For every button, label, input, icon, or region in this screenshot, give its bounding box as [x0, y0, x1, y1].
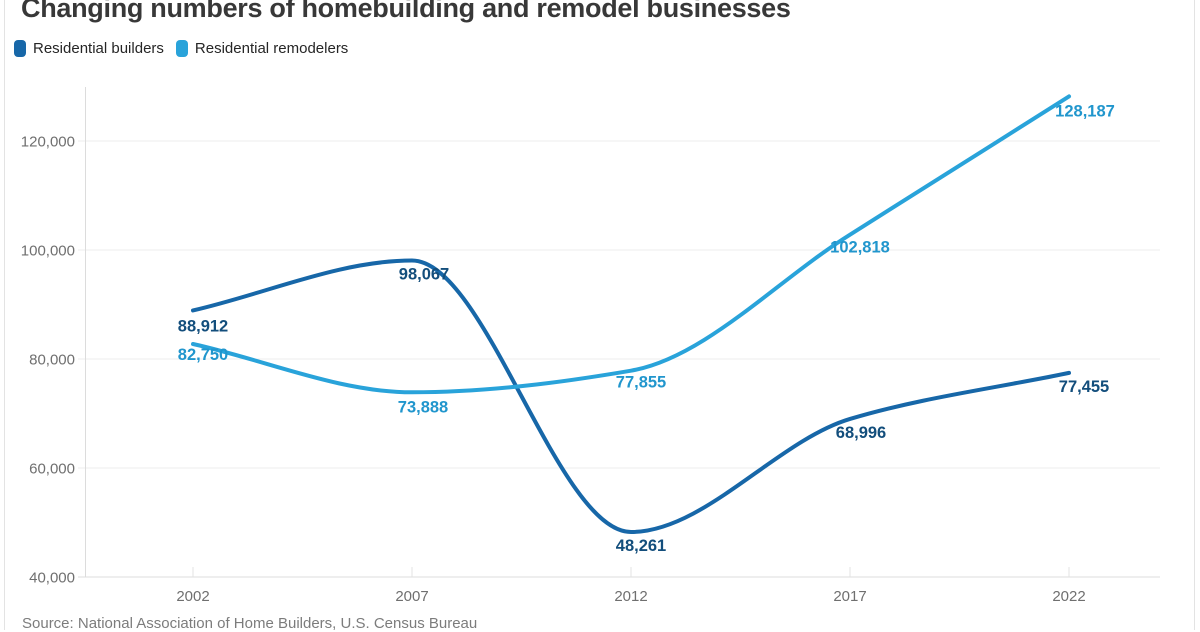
remodelers-data-label: 77,855 — [616, 374, 666, 392]
builders-data-label: 88,912 — [178, 317, 228, 335]
x-tick-label: 2007 — [395, 588, 428, 605]
y-tick-label: 120,000 — [21, 134, 75, 151]
builders-data-label: 98,067 — [399, 266, 449, 284]
y-tick-label: 60,000 — [29, 461, 75, 478]
y-tick-label: 40,000 — [29, 570, 75, 587]
x-tick-label: 2022 — [1052, 588, 1085, 605]
builders-line — [193, 261, 1069, 532]
x-tick-label: 2017 — [833, 588, 866, 605]
source-note: Source: National Association of Home Bui… — [22, 615, 477, 632]
builders-data-label: 48,261 — [616, 537, 666, 555]
remodelers-data-label: 82,750 — [178, 346, 228, 364]
y-tick-label: 100,000 — [21, 243, 75, 260]
remodelers-data-label: 73,888 — [398, 398, 448, 416]
builders-data-label: 77,455 — [1059, 378, 1109, 396]
remodelers-data-label: 102,818 — [830, 239, 890, 257]
remodelers-data-label: 128,187 — [1055, 102, 1115, 120]
x-tick-label: 2002 — [176, 588, 209, 605]
y-tick-label: 80,000 — [29, 352, 75, 369]
builders-data-label: 68,996 — [836, 424, 886, 442]
x-tick-label: 2012 — [614, 588, 647, 605]
